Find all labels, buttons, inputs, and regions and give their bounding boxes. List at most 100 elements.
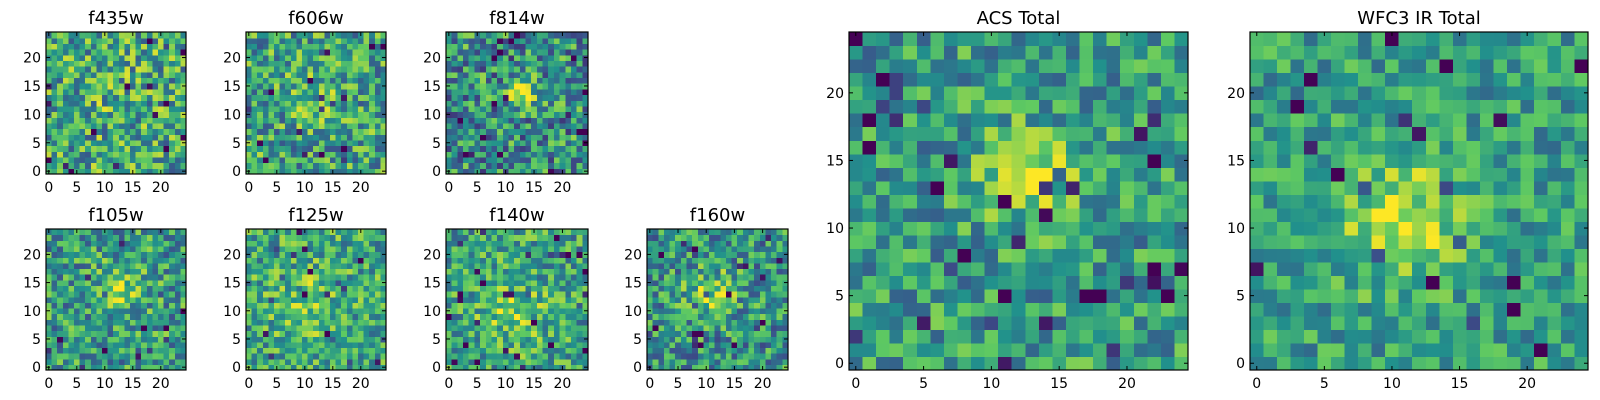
heatmap-cell [85,49,92,56]
heatmap-cell [118,296,125,303]
heatmap-cell [737,341,744,349]
heatmap-cell [663,262,671,270]
heatmap-cell [480,347,487,354]
heatmap-cell [903,302,918,317]
heatmap-cell [74,291,81,298]
heatmap-cell [519,358,527,365]
heatmap-cell [559,257,566,264]
heatmap-cell [771,330,778,337]
heatmap-cell [102,358,109,365]
heatmap-cell [158,341,165,349]
heatmap-cell [358,134,365,141]
heatmap-cell [96,134,103,141]
heatmap-cell [85,117,92,124]
heatmap-cell [559,358,566,365]
heatmap-cell [663,347,671,354]
heatmap-cell [519,105,527,113]
heatmap-cell [290,117,297,124]
heatmap-cell [480,330,487,337]
heatmap-cell [330,151,337,158]
heatmap-cell [570,43,578,50]
heatmap-cell [96,268,103,275]
heatmap-cell [725,324,733,332]
heatmap-cell [374,302,381,309]
heatmap-cell [765,324,772,332]
heatmap-cell [675,268,682,275]
heatmap-cell [497,245,504,253]
heatmap-cell [268,60,275,67]
heatmap-cell [474,145,481,152]
heatmap-cell [582,162,589,169]
heatmap-cell [335,313,342,320]
heatmap-cell [514,302,521,309]
heatmap-cell [262,139,269,147]
heatmap-cell [307,341,314,349]
heatmap-cell [748,262,755,270]
axes-frame [245,31,387,175]
heatmap-cell [380,71,387,79]
heatmap-cell [352,324,359,332]
heatmap-cell [474,156,481,164]
heatmap-cell [374,122,381,130]
heatmap-cell [731,347,738,354]
heatmap-cell [669,353,676,360]
heatmap-cell [358,285,365,292]
heatmap-cell [468,324,475,332]
heatmap-cell [341,268,348,275]
heatmap-cell [57,347,64,354]
heatmap-cell [669,274,676,281]
heatmap-cell [296,262,303,270]
heatmap-cell [647,341,654,349]
heatmap-cell [174,347,181,354]
heatmap-cell [130,262,137,270]
heatmap-cell [169,302,176,309]
heatmap-cell [930,315,945,331]
heatmap-cell [998,288,1013,303]
heatmap-cell [246,274,253,281]
heatmap-cell [118,336,125,343]
heatmap-cell [163,279,170,286]
heatmap-cell [146,32,153,39]
heatmap-cell [525,60,532,67]
heatmap-cell [714,353,721,360]
heatmap-cell [251,145,258,152]
heatmap-cell [570,37,578,44]
heatmap-cell [514,285,521,292]
heatmap-cell [302,307,309,315]
heatmap-cell [771,229,778,236]
heatmap-cell [118,268,125,275]
heatmap-cell [268,134,275,141]
heatmap-cell [998,234,1013,249]
heatmap-cell [335,279,342,286]
heatmap-cell [468,229,475,236]
heatmap-cell [79,324,86,332]
heatmap-cell [737,285,744,292]
heatmap-cell [341,324,348,332]
heatmap-cell [709,341,716,349]
heatmap-cell [163,330,170,337]
heatmap-cell [514,291,521,298]
heatmap-cell [692,279,699,286]
heatmap-cell [675,234,682,241]
heatmap-cell [1011,342,1026,358]
heatmap-cell [468,262,475,270]
heatmap-cell [363,229,370,236]
heatmap-cell [318,307,325,315]
heatmap-cell [169,229,176,236]
heatmap-cell [124,245,131,253]
heatmap-cell [296,156,303,164]
heatmap-cell [107,168,114,175]
heatmap-cell [647,353,654,360]
heatmap-cell [290,134,297,141]
heatmap-cell [451,296,458,303]
heatmap-cell [737,245,744,253]
heatmap-cell [446,330,453,337]
heatmap-cell [174,122,181,130]
heatmap-cell [268,49,275,56]
x-tick-label: 5 [72,180,81,196]
heatmap-cell [313,229,320,236]
heatmap-cell [141,156,148,164]
heatmap-cell [174,251,181,258]
heatmap-cell [124,285,131,292]
heatmap-cell [553,279,561,286]
